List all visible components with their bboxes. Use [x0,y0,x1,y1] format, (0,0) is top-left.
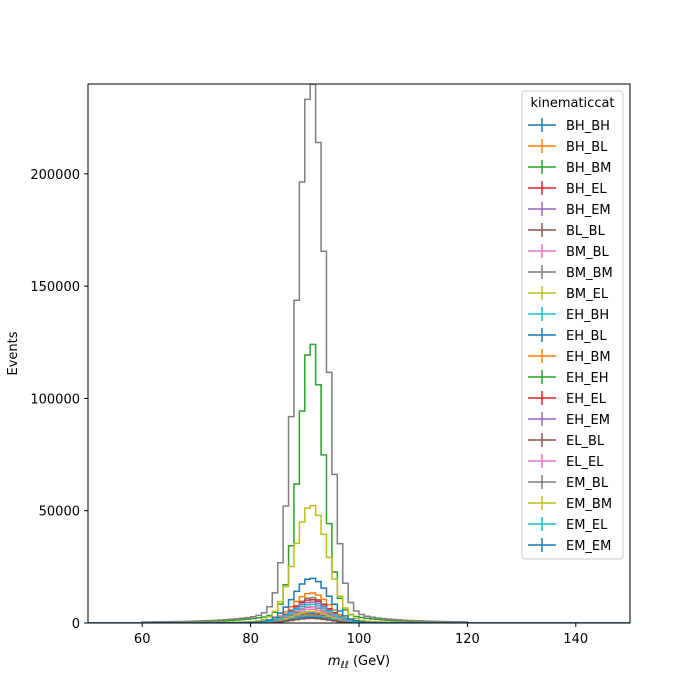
x-tick-label: 80 [242,632,259,647]
axes: 60 80 100 120 140 0 50000 100000 150000 200000 [30,83,631,647]
x-tick-label: 100 [347,632,372,647]
y-tick-label: 50000 [39,505,80,520]
x-tick-label: 60 [134,632,151,647]
legend-label-BH_BL: BH_BL [566,140,608,155]
y-tick-label: 100000 [30,392,80,407]
y-tick-label: 200000 [30,168,80,183]
legend-label-EM_EM: EM_EM [566,539,611,554]
legend-label-EM_BL: EM_BL [566,476,609,491]
y-axis-label: Events [6,331,21,375]
legend-label-EL_BL: EL_BL [566,434,605,449]
legend-title: kinematiccat [530,96,614,111]
legend-box [521,90,624,560]
legend-label-EL_EL: EL_EL [566,455,604,470]
x-tick-label: 120 [455,632,480,647]
x-label-main: m [328,654,341,669]
x-label-sub: ℓℓ [341,660,349,671]
legend-label-BM_EL: BM_EL [566,287,609,302]
x-axis-label: mℓℓ (GeV) [328,654,390,671]
y-tick-label: 150000 [30,280,80,295]
legend-label-BH_BH: BH_BH [566,119,610,134]
legend: kinematiccat BH_BH BH_BL BH_BM BH_EL BH_EM BL_… [521,90,624,560]
legend-label-EH_BM: EH_BM [566,350,611,365]
legend-label-EM_BM: EM_BM [566,497,612,512]
legend-label-BM_BL: BM_BL [566,245,610,260]
x-label-unit: (GeV) [349,654,390,669]
legend-label-EH_BH: EH_BH [566,308,609,323]
legend-label-EH_BL: EH_BL [566,329,607,344]
legend-label-BH_EL: BH_EL [566,182,607,197]
legend-label-BL_BL: BL_BL [566,224,606,239]
legend-label-BH_BM: BH_BM [566,161,611,176]
x-tick-label: 140 [563,632,588,647]
y-tick-label: 0 [72,617,80,632]
legend-label-EM_EL: EM_EL [566,518,608,533]
legend-label-BM_BM: BM_BM [566,266,613,281]
legend-label-EH_EH: EH_EH [566,371,608,386]
legend-label-EH_EL: EH_EL [566,392,607,407]
series-line-EM_BL [88,84,630,623]
legend-label-BH_EM: BH_EM [566,203,611,218]
legend-label-EH_EM: EH_EM [566,413,610,428]
